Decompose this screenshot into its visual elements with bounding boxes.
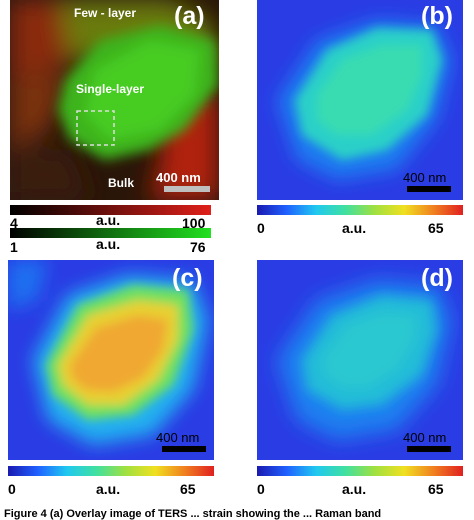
panel-a-map [10, 0, 219, 200]
panel-c-scale-label: 400 nm [156, 430, 200, 445]
colorbar-c [8, 466, 214, 476]
panel-b-scale-bar [407, 186, 451, 192]
panel-c-scale-bar [162, 446, 206, 452]
panel-d-scale-label: 400 nm [403, 430, 447, 445]
colorbar-red-unit: a.u. [96, 212, 121, 228]
colorbar-b-unit: a.u. [342, 220, 367, 236]
colorbar-b-min: 0 [257, 220, 265, 236]
colorbar-red-min: 4 [10, 215, 18, 231]
colorbar-red-max: 100 [182, 215, 206, 231]
colorbar-c-min: 0 [8, 481, 16, 497]
panel-a-scale-label: 400 nm [156, 170, 201, 185]
colorbar-green [10, 228, 211, 238]
figure-caption: Figure 4 (a) Overlay image of TERS ... s… [4, 508, 382, 520]
colorbar-c-unit: a.u. [96, 481, 121, 497]
panel-c-map [8, 260, 214, 460]
colorbar-b-max: 65 [428, 220, 444, 236]
colorbar-d-max: 65 [428, 481, 444, 497]
colorbar-d-min: 0 [257, 481, 265, 497]
label-single-layer: Single-layer [76, 82, 145, 96]
colorbar-c-max: 65 [180, 481, 196, 497]
panel-a-scale-bar [164, 186, 210, 192]
panel-b-image: (b) 400 nm [257, 0, 463, 200]
label-bulk: Bulk [108, 176, 135, 190]
colorbar-green-max: 76 [190, 239, 206, 255]
panel-a-image: (a) Few - layer Single-layer Bulk 400 nm [10, 0, 219, 200]
panel-d-map [257, 260, 463, 460]
panel-d-image: (d) 400 nm [257, 260, 463, 460]
panel-d-scale-bar [407, 446, 451, 452]
panel-a-letter: (a) [174, 2, 205, 30]
panel-c-letter: (c) [172, 264, 203, 292]
panel-c-image: (c) 400 nm [8, 260, 214, 460]
colorbar-red [10, 205, 211, 215]
colorbar-d [257, 466, 463, 476]
colorbar-d-unit: a.u. [342, 481, 367, 497]
colorbar-green-unit: a.u. [96, 236, 121, 252]
panel-b-map [257, 0, 463, 200]
panel-d-letter: (d) [421, 264, 453, 292]
colorbar-b [257, 205, 463, 215]
panel-b-scale-label: 400 nm [403, 170, 447, 185]
colorbar-green-min: 1 [10, 239, 18, 255]
panel-b-letter: (b) [421, 2, 453, 30]
label-few-layer: Few - layer [74, 6, 137, 20]
